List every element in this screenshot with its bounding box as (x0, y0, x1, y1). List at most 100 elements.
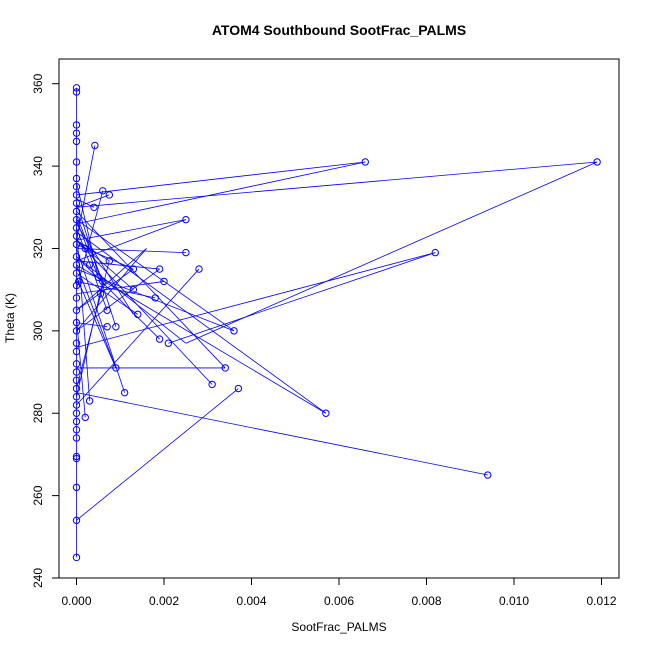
data-point (160, 277, 168, 286)
x-tick-label: 0.000 (61, 594, 91, 608)
data-point (195, 265, 203, 273)
data-point (72, 360, 81, 368)
data-point (164, 339, 173, 347)
data-point (72, 261, 81, 269)
data-point (103, 306, 111, 314)
series-line-segment (76, 161, 366, 196)
data-point (72, 339, 81, 347)
data-point (72, 129, 81, 137)
plot-frame (58, 58, 620, 579)
data-point (484, 471, 492, 479)
data-point (322, 409, 330, 417)
y-tick-label: 320 (31, 238, 45, 258)
data-point (155, 265, 164, 273)
series-line-segment (76, 322, 108, 328)
data-point (361, 158, 369, 166)
series-line-segment (76, 161, 598, 208)
series-line-segment (76, 268, 160, 332)
x-axis-label: SootFrac_PALMS (291, 620, 386, 634)
series-line-segment (185, 161, 598, 344)
data-point (72, 347, 81, 356)
series-line-segment (76, 211, 226, 369)
series-line-segment (76, 388, 239, 521)
x-tick-label: 0.004 (236, 594, 266, 608)
data-point (105, 257, 114, 265)
data-point (208, 380, 216, 389)
series-line-segment (76, 145, 96, 241)
data-point (72, 121, 81, 129)
data-point (105, 191, 114, 199)
data-point (72, 207, 81, 216)
data-point (151, 294, 159, 302)
series-line-segment (76, 252, 436, 348)
data-point (72, 376, 81, 384)
data-point (72, 253, 81, 261)
data-point (99, 277, 107, 286)
series-line-segment (76, 219, 186, 241)
data-point (72, 281, 81, 290)
series-points (72, 84, 601, 562)
data-point (72, 182, 81, 191)
data-point (155, 335, 164, 343)
data-point (72, 240, 81, 249)
series-line-segment (76, 161, 366, 225)
data-point (72, 174, 81, 183)
x-tick-label: 0.002 (149, 594, 179, 608)
x-tick-label: 0.006 (324, 594, 354, 608)
data-point (72, 224, 81, 232)
data-point (96, 290, 105, 298)
data-point (134, 310, 142, 319)
data-point (112, 364, 120, 372)
x-tick-label: 0.010 (499, 594, 529, 608)
data-point (72, 191, 81, 199)
x-axis: 0.000 0.002 0.004 0.006 0.008 0.010 0.012 (61, 577, 617, 608)
data-point (120, 388, 129, 397)
data-point (129, 285, 138, 294)
series-lines (76, 87, 598, 558)
data-point (72, 417, 81, 426)
data-point (230, 327, 238, 335)
data-point (91, 141, 99, 150)
data-point (112, 323, 120, 331)
series-line-segment (76, 318, 86, 418)
series-line-segment (76, 264, 117, 369)
data-point (85, 397, 94, 405)
data-point (129, 265, 138, 273)
y-axis-label: Theta (K) (3, 293, 17, 343)
series-line-segment (76, 248, 186, 253)
data-point (72, 452, 81, 461)
data-point (72, 158, 81, 166)
y-tick-label: 300 (31, 321, 45, 341)
data-point (182, 248, 190, 257)
y-tick-label: 360 (31, 73, 45, 93)
data-point (431, 248, 439, 257)
series-line-segment (76, 256, 160, 340)
data-point (72, 483, 81, 492)
data-point (72, 409, 81, 417)
data-point (72, 84, 81, 92)
data-point (182, 215, 190, 224)
data-point (94, 273, 103, 282)
data-point (72, 137, 81, 146)
x-tick-label: 0.008 (411, 594, 441, 608)
data-point (72, 215, 81, 224)
series-line-segment (76, 227, 91, 401)
series-line-segment (76, 223, 134, 315)
series-line-segment (76, 231, 327, 414)
series-line-segment (76, 248, 147, 332)
data-point (90, 203, 98, 211)
series-line-segment (168, 252, 436, 344)
chart-title: ATOM4 Southbound SootFrac_PALMS (212, 22, 466, 38)
data-point (72, 232, 81, 240)
data-point (81, 413, 89, 422)
data-point (99, 187, 107, 195)
data-point (72, 318, 81, 327)
data-point (72, 294, 81, 302)
data-point (85, 261, 94, 269)
series-line-segment (76, 239, 213, 385)
data-point (81, 244, 89, 253)
data-point (72, 199, 81, 207)
data-point (103, 323, 111, 331)
data-point (72, 434, 81, 442)
